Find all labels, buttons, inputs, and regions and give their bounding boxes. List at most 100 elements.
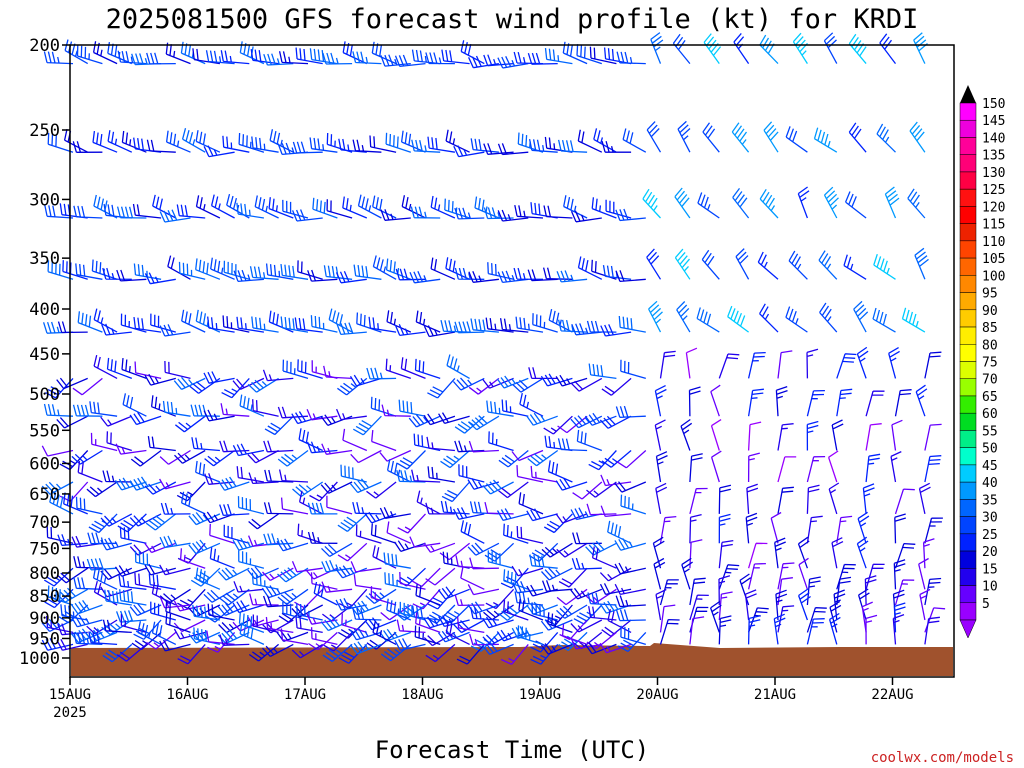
wind-barb <box>654 385 667 417</box>
wind-barb <box>106 357 133 380</box>
wind-barb <box>425 52 455 65</box>
wind-barb <box>914 247 929 280</box>
wind-barb <box>650 32 664 64</box>
wind-barb <box>336 408 367 421</box>
wind-barb <box>292 481 324 498</box>
wind-barb <box>600 505 632 518</box>
wind-barb <box>718 564 740 590</box>
wind-barb <box>119 589 147 606</box>
wind-barb <box>372 621 397 645</box>
wind-barb <box>709 600 722 633</box>
x-tick-label: 17AUG <box>284 687 326 703</box>
wind-barb <box>132 203 162 219</box>
wind-barb <box>677 120 691 153</box>
wind-barb <box>556 604 588 619</box>
wind-barb <box>102 619 132 634</box>
wind-barb <box>497 270 529 284</box>
wind-barb <box>353 264 382 280</box>
wind-barb <box>864 575 877 606</box>
x-tick-label: 16AUG <box>166 687 208 703</box>
wind-barb <box>415 612 441 634</box>
wind-barb <box>121 130 147 153</box>
wind-barb <box>268 197 294 219</box>
wind-barb <box>806 348 819 379</box>
wind-barb <box>415 310 441 333</box>
wind-barb <box>278 469 309 483</box>
wind-barb <box>718 353 740 379</box>
wind-barb <box>218 619 250 634</box>
wind-barb <box>620 494 646 515</box>
wind-barb <box>759 188 779 219</box>
wind-barb <box>445 129 470 153</box>
wind-barb <box>655 482 668 515</box>
wind-barb <box>251 316 279 333</box>
wind-barb <box>220 50 250 65</box>
wind-barb <box>210 257 235 280</box>
wind-barb <box>455 555 485 569</box>
wind-barb <box>689 513 702 544</box>
colorbar-label: 85 <box>982 321 998 336</box>
wind-barb <box>88 513 118 534</box>
wind-barb <box>291 561 323 573</box>
wind-barb <box>203 145 235 158</box>
wind-barb <box>262 595 294 608</box>
wind-barb <box>833 589 846 621</box>
y-tick-label: 700 <box>29 513 60 533</box>
wind-barb <box>209 547 235 569</box>
wind-barb <box>702 122 720 153</box>
wind-barb <box>591 197 617 219</box>
wind-barb <box>323 631 353 652</box>
wind-barb <box>570 377 603 392</box>
wind-barb <box>307 502 338 515</box>
colorbar-swatch <box>959 119 977 138</box>
wind-barb <box>296 603 323 621</box>
wind-barb <box>307 269 338 282</box>
colorbar-swatch <box>959 240 977 259</box>
wind-barb <box>503 523 529 544</box>
wind-barb <box>601 619 632 637</box>
wind-barb <box>233 269 264 283</box>
wind-barb <box>159 209 191 223</box>
wind-barb <box>337 542 368 562</box>
wind-barb <box>862 483 875 514</box>
wind-barb <box>865 563 885 590</box>
wind-barb <box>114 565 147 577</box>
wind-barb <box>865 390 885 417</box>
wind-barb <box>178 261 206 280</box>
colorbar-label: 70 <box>982 373 998 388</box>
wind-barb <box>204 473 235 485</box>
wind-barb <box>806 420 819 451</box>
wind-barb <box>298 428 323 452</box>
wind-barb <box>589 46 617 65</box>
wind-barb <box>555 477 588 491</box>
wind-barb <box>62 260 88 280</box>
wind-barb <box>798 557 809 590</box>
colorbar-swatch <box>959 412 977 431</box>
wind-barb <box>232 443 265 457</box>
wind-barb <box>251 136 279 153</box>
wind-barb <box>618 315 646 333</box>
wind-barb <box>467 542 500 556</box>
wind-barb <box>219 634 250 646</box>
colorbar-swatch <box>959 275 977 293</box>
wind-barb <box>469 557 499 570</box>
wind-barb <box>291 209 323 222</box>
wind-barb <box>514 204 544 219</box>
wind-barb <box>263 533 294 546</box>
wind-barb <box>380 54 411 67</box>
wind-barb <box>718 591 733 621</box>
wind-barb <box>468 55 500 69</box>
wind-barb <box>541 567 573 581</box>
wind-barb <box>827 450 839 483</box>
wind-barb <box>221 377 250 399</box>
wind-barb <box>454 440 485 453</box>
wind-barb <box>615 270 646 283</box>
wind-barb <box>115 610 147 623</box>
wind-barb <box>70 614 103 628</box>
wind-barb <box>653 557 666 590</box>
wind-barb <box>601 450 632 468</box>
wind-barb <box>503 569 529 590</box>
wind-barb <box>93 354 118 379</box>
wind-barb <box>159 324 191 337</box>
wind-barb <box>496 375 529 389</box>
